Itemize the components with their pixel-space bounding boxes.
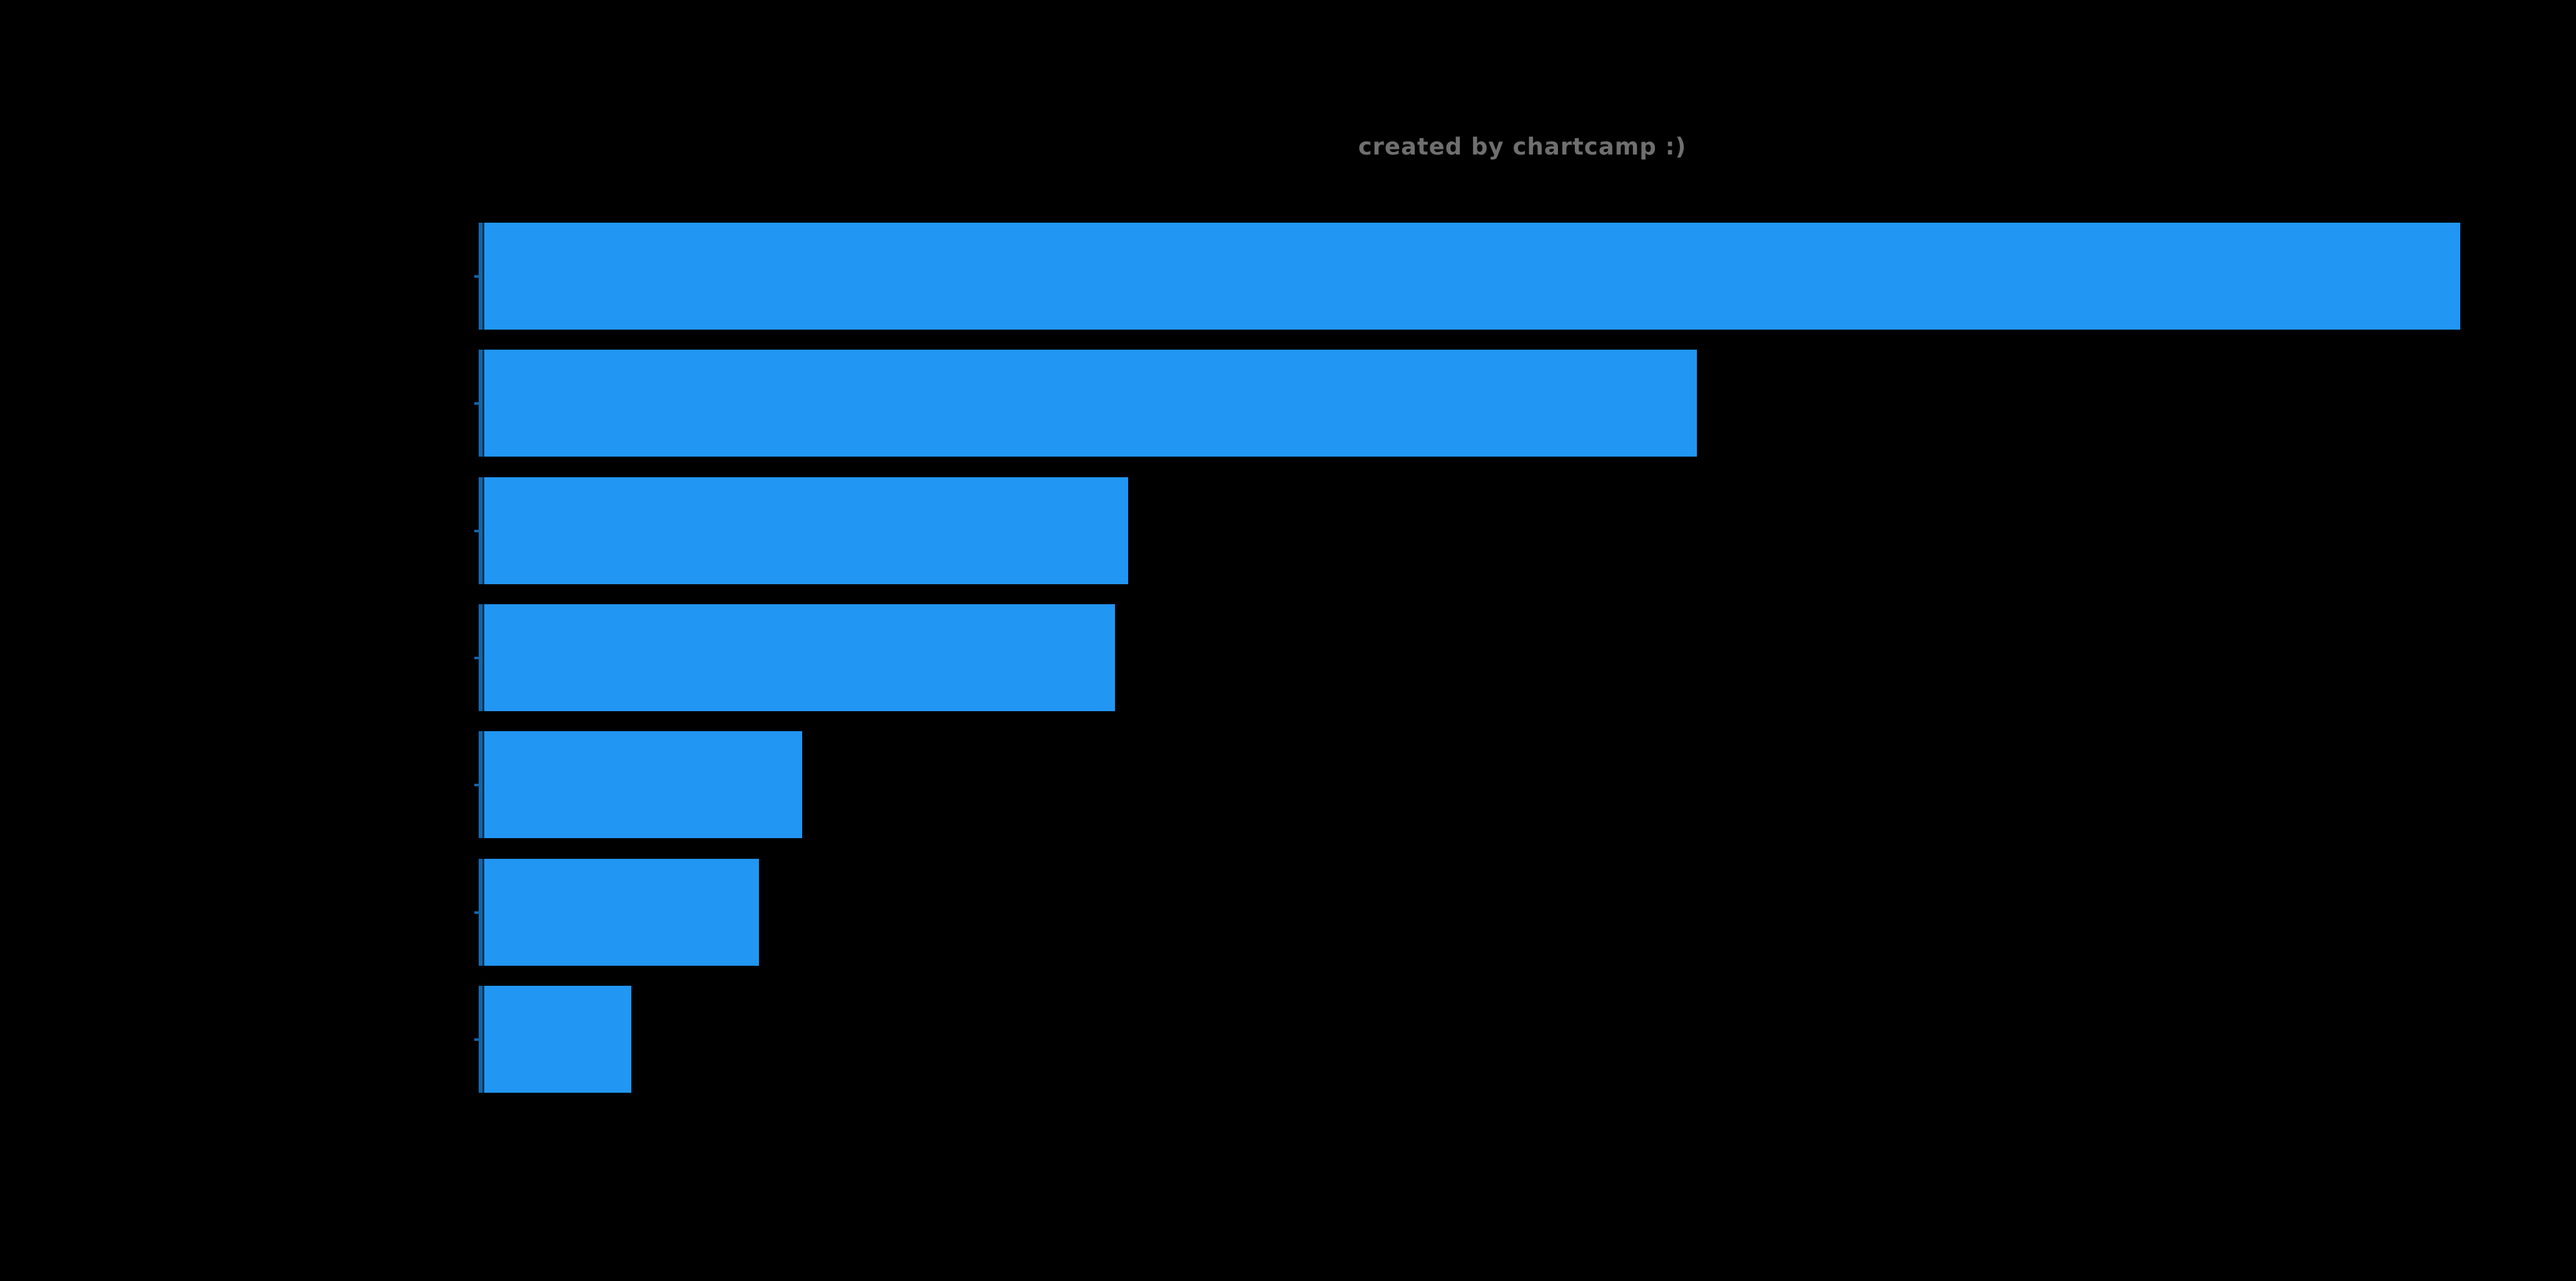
y-axis-tick-6 bbox=[474, 911, 479, 914]
bar-6 bbox=[479, 859, 759, 966]
y-axis-tick-5 bbox=[474, 783, 479, 786]
bar-7 bbox=[479, 986, 631, 1093]
y-axis-tick-4 bbox=[474, 656, 479, 659]
bar-4 bbox=[479, 604, 1115, 711]
chart-subtitle: created by chartcamp :) bbox=[1358, 133, 1687, 160]
bar-3 bbox=[479, 477, 1128, 584]
bar-5 bbox=[479, 731, 802, 838]
y-axis-tick-7 bbox=[474, 1038, 479, 1041]
bar-1 bbox=[479, 223, 2460, 330]
y-axis-tick-1 bbox=[474, 275, 479, 278]
y-axis-tick-2 bbox=[474, 402, 479, 405]
y-axis-tick-3 bbox=[474, 529, 479, 532]
bar-2 bbox=[479, 350, 1697, 457]
